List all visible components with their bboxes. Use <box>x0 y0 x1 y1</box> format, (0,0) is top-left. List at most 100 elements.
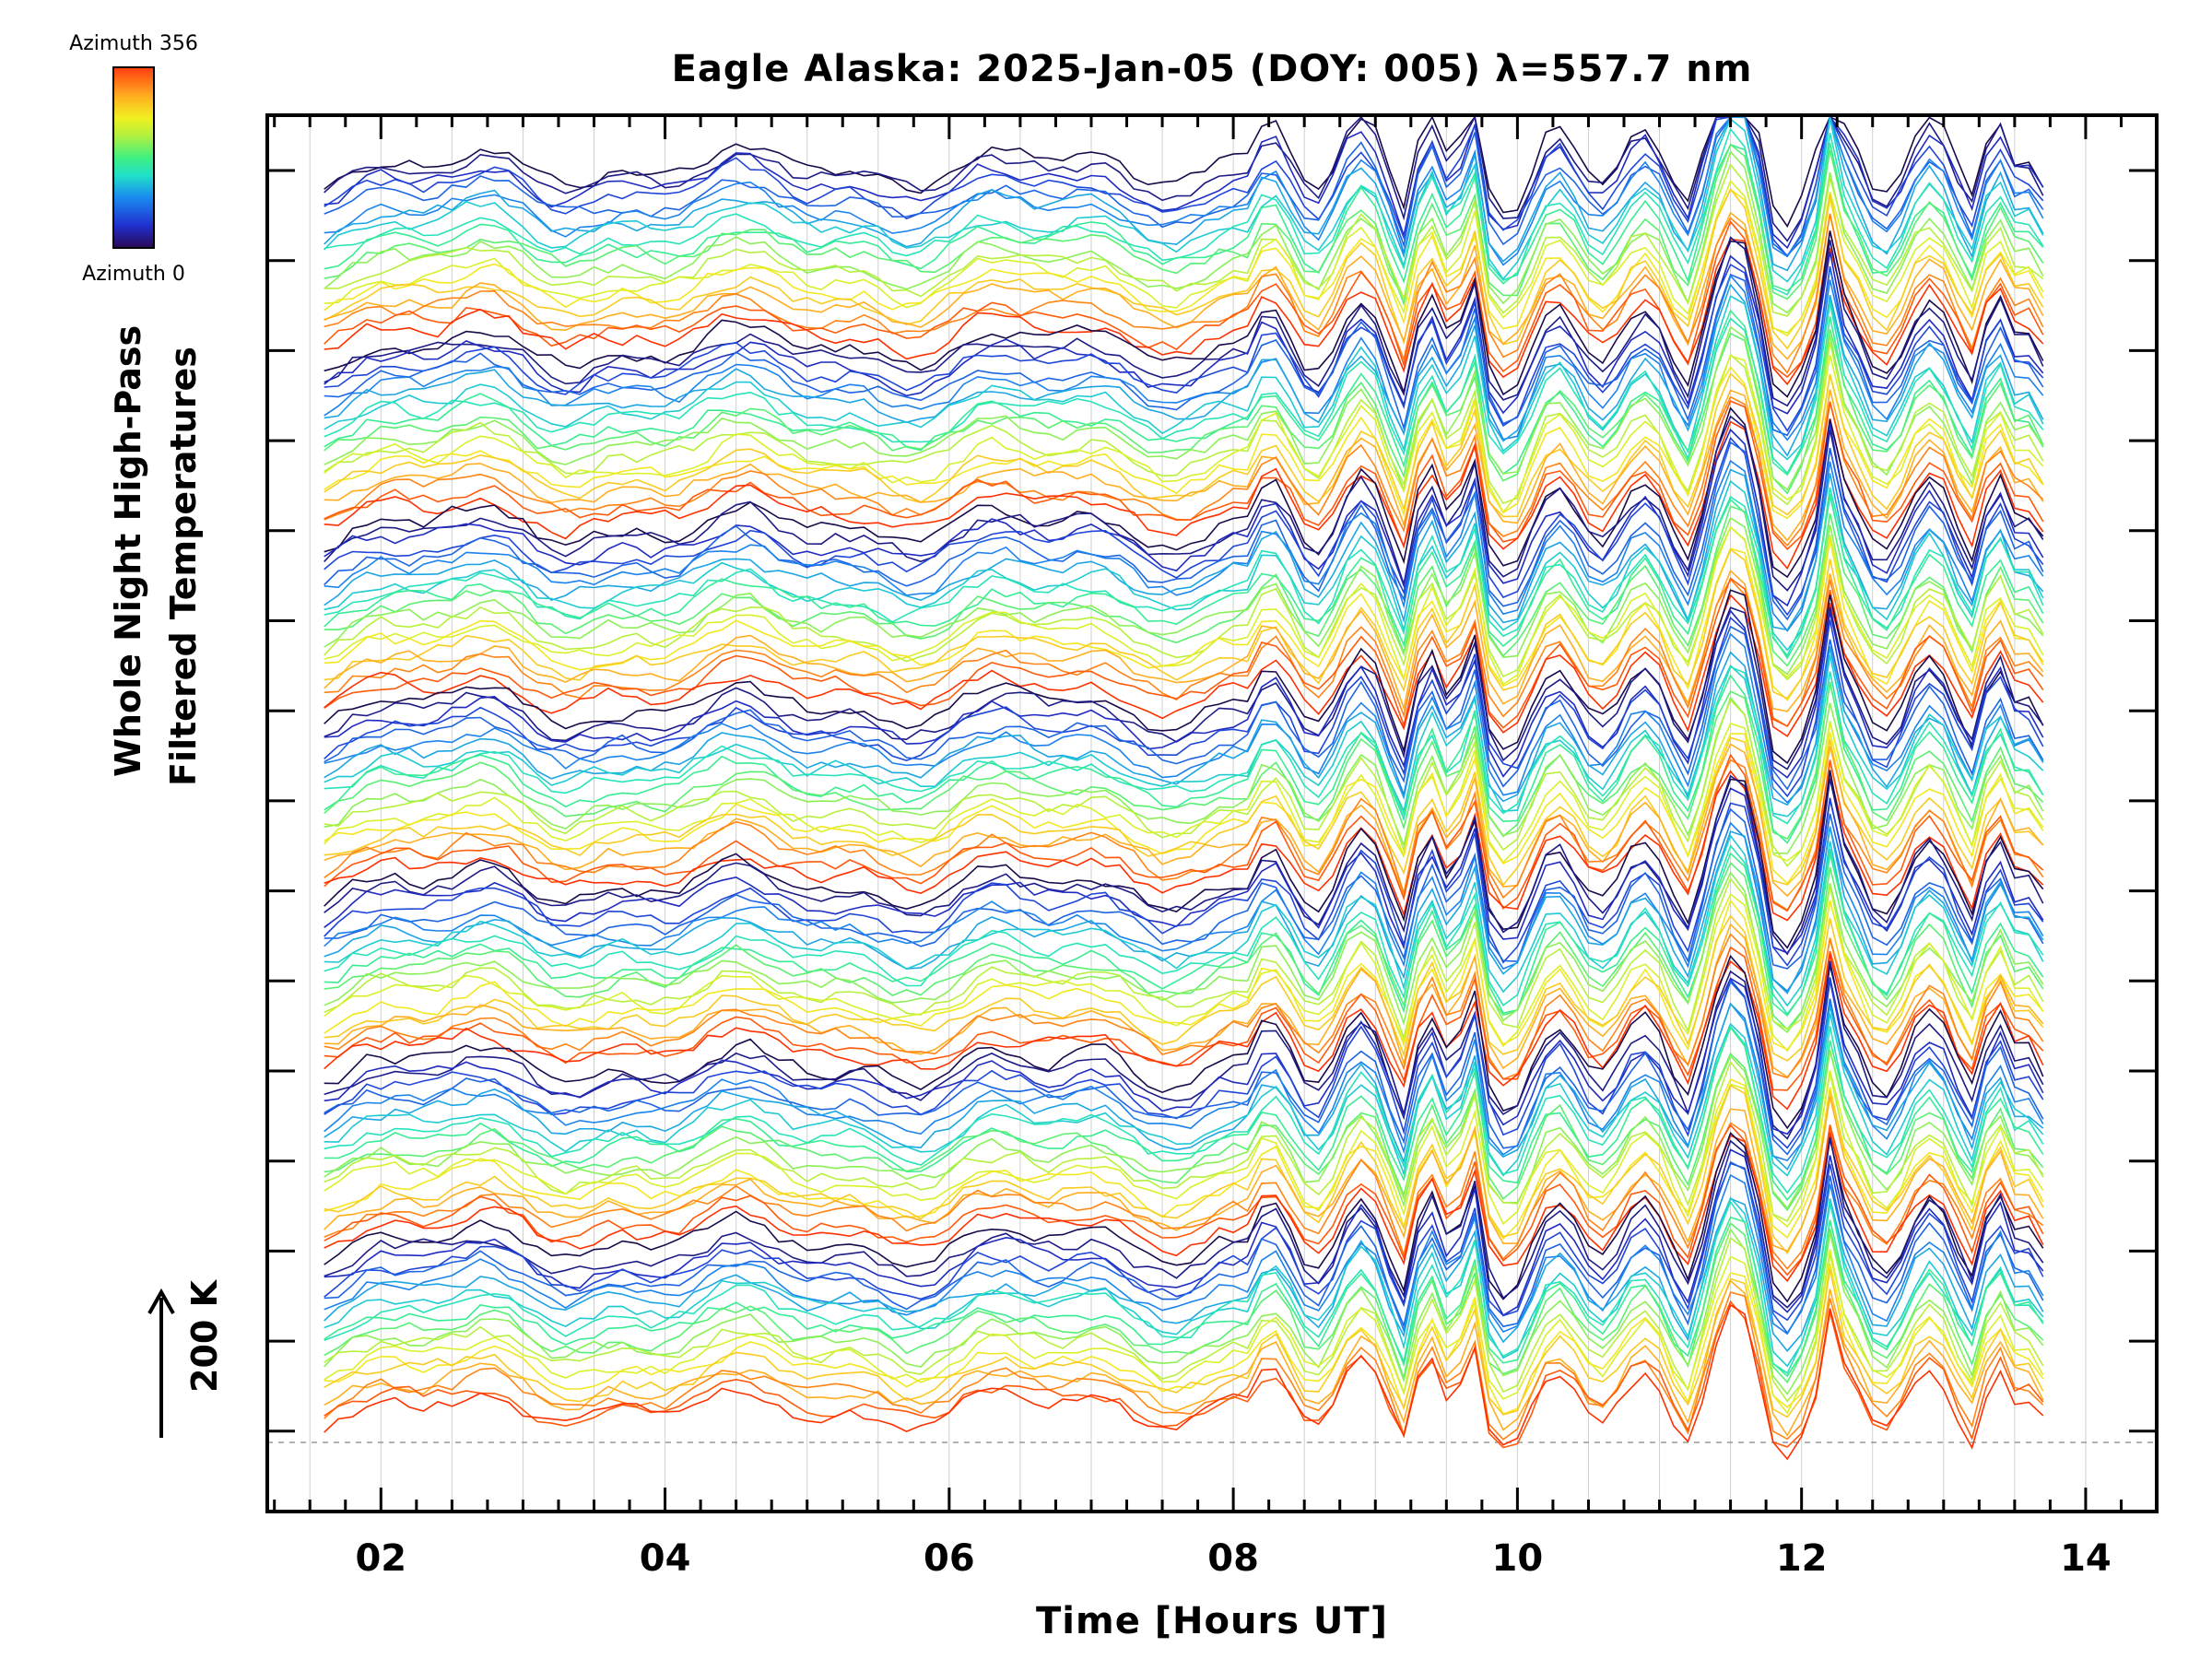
azimuth-trace <box>324 665 2044 825</box>
azimuth-trace <box>324 143 2044 307</box>
azimuth-trace <box>324 770 2044 949</box>
azimuth-trace <box>324 179 2044 335</box>
azimuth-trace <box>324 418 2044 571</box>
azimuth-trace <box>324 505 2044 667</box>
azimuth-trace <box>324 263 2044 432</box>
x-tick-label: 04 <box>639 1537 691 1580</box>
azimuth-trace <box>324 1002 2044 1162</box>
trace-layer <box>324 114 2044 1461</box>
x-tick-label: 06 <box>924 1537 975 1580</box>
azimuth-trace <box>324 699 2044 867</box>
azimuth-trace <box>324 978 2044 1149</box>
azimuth-trace <box>324 150 2044 314</box>
azimuth-trace <box>324 415 2044 592</box>
azimuth-trace <box>324 594 2044 737</box>
azimuth-trace <box>324 946 2044 1091</box>
azimuth-trace <box>324 479 2044 652</box>
scale-bar-arrow-head <box>147 1288 175 1314</box>
azimuth-trace <box>324 328 2044 495</box>
azimuth-trace <box>324 1197 2044 1352</box>
azimuth-trace <box>324 861 2044 1030</box>
azimuth-trace <box>324 525 2044 681</box>
azimuth-trace <box>324 238 2044 386</box>
azimuth-trace <box>324 821 2044 993</box>
azimuth-trace <box>324 516 2044 676</box>
azimuth-trace <box>324 493 2044 660</box>
azimuth-trace <box>324 1078 2044 1241</box>
azimuth-trace <box>324 116 2044 266</box>
colorbar-top-label: Azimuth 356 <box>69 32 198 55</box>
azimuth-trace <box>324 1084 2044 1255</box>
azimuth-trace <box>324 441 2044 621</box>
azimuth-trace <box>324 1279 2044 1438</box>
azimuth-trace <box>324 525 2044 686</box>
azimuth-trace <box>324 274 2044 441</box>
azimuth-trace <box>324 230 2044 398</box>
azimuth-trace <box>324 142 2044 292</box>
azimuth-trace <box>324 1122 2044 1270</box>
x-axis-label: Time [Hours UT] <box>1036 1600 1388 1642</box>
azimuth-trace <box>324 632 2044 804</box>
azimuth-trace <box>324 354 2044 514</box>
azimuth-trace <box>324 743 2044 898</box>
azimuth-trace <box>324 1013 2044 1177</box>
azimuth-trace <box>324 980 2044 1156</box>
azimuth-trace <box>324 1026 2044 1202</box>
azimuth-trace <box>324 1132 2044 1282</box>
azimuth-trace <box>324 266 2044 437</box>
azimuth-trace <box>324 609 2044 779</box>
azimuth-trace <box>324 1196 2044 1368</box>
azimuth-trace <box>324 1303 2044 1461</box>
azimuth-trace <box>324 372 2044 518</box>
azimuth-trace <box>324 1291 2044 1441</box>
azimuth-trace <box>324 114 2044 258</box>
scale-bar-label: 200 K <box>184 1280 225 1393</box>
plot-frame <box>265 113 2159 1513</box>
x-tick-label: 08 <box>1207 1537 1259 1580</box>
azimuth-trace <box>324 1148 2044 1317</box>
x-tick-label: 10 <box>1491 1537 1544 1580</box>
azimuth-trace <box>324 722 2044 864</box>
azimuth-trace <box>324 933 2044 1080</box>
azimuth-trace <box>324 1050 2044 1210</box>
azimuth-trace <box>324 759 2044 912</box>
azimuth-trace <box>324 683 2044 841</box>
azimuth-trace <box>324 1221 2044 1384</box>
azimuth-trace <box>324 115 2044 229</box>
azimuth-trace <box>324 625 2044 791</box>
x-tick-label: 14 <box>2060 1537 2112 1580</box>
azimuth-trace <box>324 1096 2044 1253</box>
azimuth-trace <box>324 1060 2044 1222</box>
azimuth-trace <box>324 1227 2044 1395</box>
azimuth-trace <box>324 487 2044 657</box>
azimuth-trace <box>324 188 2044 337</box>
azimuth-trace <box>324 1268 2044 1418</box>
azimuth-trace <box>324 877 2044 1041</box>
azimuth-trace <box>324 187 2044 350</box>
azimuth-trace <box>324 674 2044 844</box>
azimuth-trace <box>324 538 2044 701</box>
azimuth-trace <box>324 954 2044 1111</box>
azimuth-trace <box>324 365 2044 520</box>
azimuth-trace <box>324 826 2044 994</box>
azimuth-trace <box>324 977 2044 1135</box>
y-axis-label-line1: Whole Night High-Pass <box>108 324 148 777</box>
azimuth-trace <box>324 1049 2044 1212</box>
azimuth-trace <box>324 309 2044 477</box>
azimuth-trace <box>324 899 2044 1052</box>
azimuth-trace <box>324 852 2044 1017</box>
azimuth-trace <box>324 114 2044 242</box>
azimuth-trace <box>324 807 2044 970</box>
chart-title: Eagle Alaska: 2025-Jan-05 (DOY: 005) λ=5… <box>671 48 1753 90</box>
azimuth-colorbar <box>112 66 155 249</box>
x-tick-label: 12 <box>1775 1537 1828 1580</box>
azimuth-trace <box>324 116 2044 257</box>
azimuth-trace <box>324 117 2044 283</box>
azimuth-trace <box>324 1249 2044 1415</box>
azimuth-trace <box>324 295 2044 461</box>
azimuth-trace <box>324 116 2044 272</box>
azimuth-trace <box>324 547 2044 700</box>
azimuth-trace <box>324 213 2044 374</box>
azimuth-trace <box>324 423 2044 607</box>
